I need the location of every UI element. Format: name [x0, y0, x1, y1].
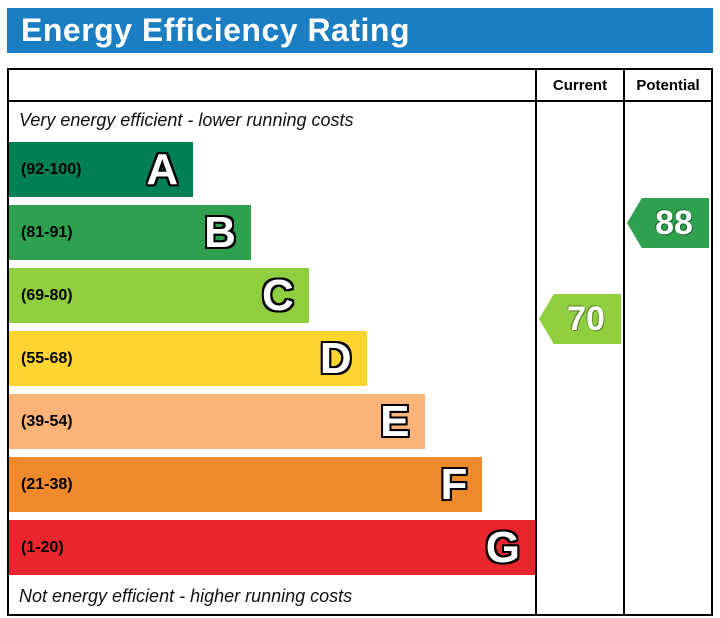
band-range-label: (21-38)	[21, 475, 73, 493]
page-title: Energy Efficiency Rating	[21, 12, 410, 48]
current-column-header: Current	[535, 70, 623, 100]
band-bar-g: (1-20) G	[9, 520, 535, 575]
band-letter: D	[319, 333, 352, 383]
chart-area: Very energy efficient - lower running co…	[9, 102, 535, 614]
band-letter: C	[262, 270, 294, 320]
band-letter: F	[440, 459, 468, 509]
band-range-label: (1-20)	[21, 538, 64, 556]
band-row-e: (39-54) E	[9, 390, 535, 453]
table-body: Very energy efficient - lower running co…	[9, 102, 711, 614]
potential-rating-arrow: 88	[627, 198, 709, 248]
band-letter: E	[380, 396, 410, 446]
band-row-g: (1-20) G	[9, 516, 535, 579]
header-spacer-cell	[9, 70, 535, 100]
band-bar-a: (92-100) A	[9, 142, 194, 197]
band-letter: G	[485, 522, 520, 572]
band-row-b: (81-91) B	[9, 201, 535, 264]
caption-bottom: Not energy efficient - higher running co…	[19, 586, 353, 606]
band-letter: A	[146, 144, 179, 194]
table-header-row: Current Potential	[9, 70, 711, 102]
band-bar-f: (21-38) F	[9, 457, 483, 512]
band-bar-b: (81-91) B	[9, 205, 251, 260]
potential-column: 88	[623, 102, 711, 614]
band-bar-d: (55-68) D	[9, 331, 367, 386]
band-bar-e: (39-54) E	[9, 394, 425, 449]
band-list: (92-100) A (81-91) B (69-80) C (55-68) D (39-54)…	[9, 138, 535, 579]
current-column: 70	[535, 102, 623, 614]
title-bar: Energy Efficiency Rating	[7, 8, 713, 53]
potential-column-header: Potential	[623, 70, 711, 100]
band-range-label: (55-68)	[21, 349, 73, 367]
caption-top: Very energy efficient - lower running co…	[19, 109, 354, 130]
band-range-label: (81-91)	[21, 223, 73, 241]
potential-rating-value: 88	[655, 204, 693, 242]
band-letter: B	[204, 207, 236, 257]
band-row-a: (92-100) A	[9, 138, 535, 201]
band-bar-c: (69-80) C	[9, 268, 309, 323]
band-range-label: (39-54)	[21, 412, 73, 430]
current-rating-value: 70	[567, 300, 605, 338]
current-rating-arrow: 70	[539, 294, 621, 344]
band-row-c: (69-80) C	[9, 264, 535, 327]
band-row-d: (55-68) D	[9, 327, 535, 390]
band-range-label: (69-80)	[21, 286, 73, 304]
band-range-label: (92-100)	[21, 160, 82, 178]
band-row-f: (21-38) F	[9, 453, 535, 516]
energy-rating-table: Current Potential Very energy efficient …	[7, 68, 713, 616]
